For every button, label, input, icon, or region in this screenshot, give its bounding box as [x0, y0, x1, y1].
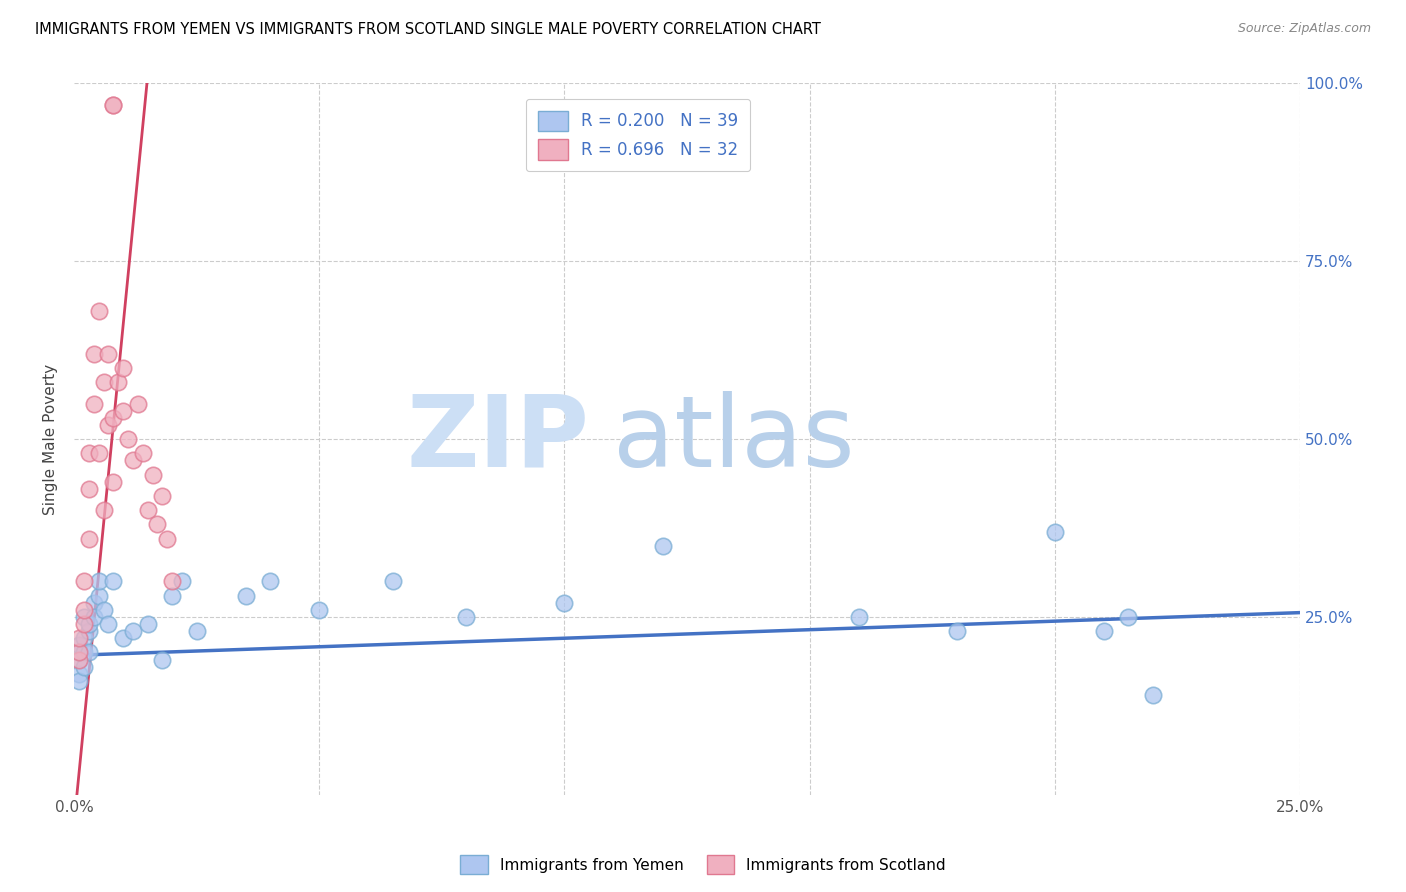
Point — [132, 446, 155, 460]
Point — [67, 631, 90, 645]
Point — [112, 360, 135, 375]
Point — [150, 489, 173, 503]
Legend: Immigrants from Yemen, Immigrants from Scotland: Immigrants from Yemen, Immigrants from S… — [454, 849, 952, 880]
Point — [122, 624, 145, 639]
Point — [67, 666, 90, 681]
Point — [235, 589, 257, 603]
Text: atlas: atlas — [613, 391, 855, 488]
Point — [87, 304, 110, 318]
Text: Source: ZipAtlas.com: Source: ZipAtlas.com — [1237, 22, 1371, 36]
Point — [67, 638, 90, 652]
Point — [97, 417, 120, 432]
Point — [156, 532, 179, 546]
Point — [77, 617, 100, 632]
Point — [1118, 610, 1140, 624]
Point — [77, 446, 100, 460]
Point — [103, 475, 125, 489]
Point — [112, 631, 135, 645]
Point — [170, 574, 193, 589]
Point — [150, 652, 173, 666]
Point — [117, 432, 139, 446]
Point — [381, 574, 404, 589]
Text: ZIP: ZIP — [406, 391, 589, 488]
Point — [73, 574, 96, 589]
Point — [77, 624, 100, 639]
Point — [456, 610, 478, 624]
Point — [107, 375, 129, 389]
Point — [1043, 524, 1066, 539]
Point — [83, 347, 105, 361]
Point — [553, 596, 575, 610]
Point — [1092, 624, 1115, 639]
Point — [77, 645, 100, 659]
Legend: R = 0.200   N = 39, R = 0.696   N = 32: R = 0.200 N = 39, R = 0.696 N = 32 — [526, 99, 749, 171]
Point — [136, 617, 159, 632]
Point — [83, 396, 105, 410]
Point — [136, 503, 159, 517]
Point — [127, 396, 149, 410]
Point — [67, 652, 90, 666]
Point — [112, 403, 135, 417]
Point — [83, 610, 105, 624]
Point — [945, 624, 967, 639]
Point — [160, 589, 183, 603]
Point — [103, 97, 125, 112]
Point — [97, 347, 120, 361]
Point — [87, 589, 110, 603]
Point — [146, 517, 169, 532]
Point — [73, 659, 96, 673]
Point — [83, 596, 105, 610]
Point — [73, 610, 96, 624]
Point — [93, 603, 115, 617]
Point — [67, 652, 90, 666]
Y-axis label: Single Male Poverty: Single Male Poverty — [44, 364, 58, 515]
Point — [73, 603, 96, 617]
Point — [103, 574, 125, 589]
Point — [651, 539, 673, 553]
Point — [67, 673, 90, 688]
Point — [87, 574, 110, 589]
Point — [122, 453, 145, 467]
Point — [259, 574, 281, 589]
Point — [142, 467, 165, 482]
Point — [73, 645, 96, 659]
Point — [97, 617, 120, 632]
Point — [308, 603, 330, 617]
Point — [103, 410, 125, 425]
Point — [67, 645, 90, 659]
Point — [93, 503, 115, 517]
Point — [848, 610, 870, 624]
Point — [67, 645, 90, 659]
Point — [77, 532, 100, 546]
Point — [93, 375, 115, 389]
Point — [77, 482, 100, 496]
Point — [103, 97, 125, 112]
Point — [186, 624, 208, 639]
Point — [160, 574, 183, 589]
Point — [1142, 688, 1164, 702]
Point — [87, 446, 110, 460]
Text: IMMIGRANTS FROM YEMEN VS IMMIGRANTS FROM SCOTLAND SINGLE MALE POVERTY CORRELATIO: IMMIGRANTS FROM YEMEN VS IMMIGRANTS FROM… — [35, 22, 821, 37]
Point — [73, 631, 96, 645]
Point — [73, 617, 96, 632]
